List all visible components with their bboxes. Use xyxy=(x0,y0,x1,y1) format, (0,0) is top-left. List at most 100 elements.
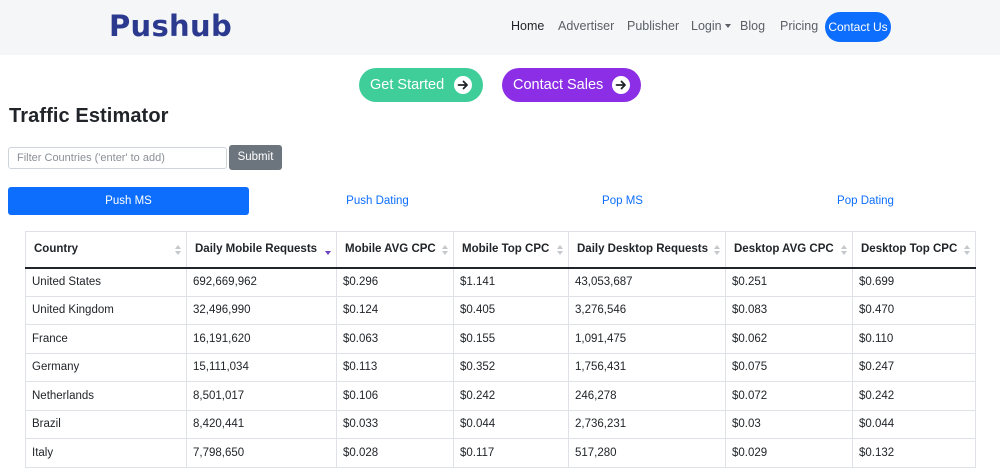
column-header-country[interactable]: Country xyxy=(25,231,187,269)
sort-icon xyxy=(964,245,970,255)
nav-item-publisher[interactable]: Publisher xyxy=(627,19,680,33)
cell-desktop-top-cpc: $0.242 xyxy=(852,381,976,411)
nav-item-pricing[interactable]: Pricing xyxy=(780,19,819,33)
cell-desktop-top-cpc: $0.132 xyxy=(852,438,976,468)
navbar: Pushub Home Advertiser Publisher Login B… xyxy=(0,0,1000,55)
cell-daily-desktop-requests: 246,278 xyxy=(568,381,726,411)
cell-desktop-top-cpc: $0.470 xyxy=(852,295,976,325)
cell-mobile-top-cpc: $0.155 xyxy=(453,324,569,354)
cell-daily-desktop-requests: 43,053,687 xyxy=(568,267,726,297)
column-header-label: Daily Mobile Requests xyxy=(195,243,318,256)
nav-item-home[interactable]: Home xyxy=(511,19,545,33)
cell-daily-desktop-requests: 3,276,546 xyxy=(568,295,726,325)
cell-daily-mobile-requests: 8,501,017 xyxy=(186,381,337,411)
get-started-label: Get Started xyxy=(370,77,445,93)
contact-sales-label: Contact Sales xyxy=(513,77,604,93)
cell-country: Netherlands xyxy=(25,381,187,411)
cell-country: United Kingdom xyxy=(25,295,187,325)
arrow-right-icon xyxy=(612,76,630,94)
submit-button[interactable]: Submit xyxy=(229,145,282,170)
cell-desktop-top-cpc: $0.247 xyxy=(852,352,976,382)
cell-mobile-top-cpc: $0.117 xyxy=(453,438,569,468)
table-row: France 16,191,620 $0.063 $0.155 1,091,47… xyxy=(25,324,976,354)
column-header-mobile-avg-cpc[interactable]: Mobile AVG CPC xyxy=(336,231,454,269)
table-row: United Kingdom 32,496,990 $0.124 $0.405 … xyxy=(25,295,976,325)
column-header-label: Desktop AVG CPC xyxy=(734,243,834,256)
cell-mobile-top-cpc: $0.352 xyxy=(453,352,569,382)
cell-daily-mobile-requests: 15,111,034 xyxy=(186,352,337,382)
cell-daily-mobile-requests: 32,496,990 xyxy=(186,295,337,325)
brand-logo[interactable]: Pushub xyxy=(109,9,233,43)
table-row: United States 692,669,962 $0.296 $1.141 … xyxy=(25,267,976,297)
cell-desktop-avg-cpc: $0.083 xyxy=(725,295,853,325)
column-header-desktop-top-cpc[interactable]: Desktop Top CPC xyxy=(852,231,976,269)
sort-icon xyxy=(557,245,563,255)
cell-daily-desktop-requests: 1,756,431 xyxy=(568,352,726,382)
tab-push-ms[interactable]: Push MS xyxy=(8,187,249,215)
column-header-label: Mobile AVG CPC xyxy=(345,243,436,256)
cell-mobile-top-cpc: $1.141 xyxy=(453,267,569,297)
table-row: Brazil 8,420,441 $0.033 $0.044 2,736,231… xyxy=(25,409,976,439)
cell-mobile-avg-cpc: $0.106 xyxy=(336,381,454,411)
contact-us-button[interactable]: Contact Us xyxy=(825,12,891,42)
tab-pop-dating[interactable]: Pop Dating xyxy=(837,195,894,207)
cell-desktop-top-cpc: $0.044 xyxy=(852,409,976,439)
get-started-button[interactable]: Get Started xyxy=(359,68,483,102)
sort-icon xyxy=(714,245,720,255)
cell-daily-mobile-requests: 692,669,962 xyxy=(186,267,337,297)
cell-desktop-top-cpc: $0.110 xyxy=(852,324,976,354)
sort-icon xyxy=(841,245,847,255)
column-header-label: Desktop Top CPC xyxy=(861,243,958,256)
chevron-down-icon xyxy=(724,24,731,28)
table-header-row: Country Daily Mobile Requests Mobile AVG… xyxy=(25,231,976,269)
contact-sales-button[interactable]: Contact Sales xyxy=(502,68,641,102)
cell-mobile-avg-cpc: $0.063 xyxy=(336,324,454,354)
column-header-daily-mobile-requests[interactable]: Daily Mobile Requests xyxy=(186,231,337,269)
column-header-desktop-avg-cpc[interactable]: Desktop AVG CPC xyxy=(725,231,853,269)
cell-mobile-top-cpc: $0.405 xyxy=(453,295,569,325)
column-header-daily-desktop-requests[interactable]: Daily Desktop Requests xyxy=(568,231,726,269)
sort-descending-icon xyxy=(325,251,331,255)
table-row: Germany 15,111,034 $0.113 $0.352 1,756,4… xyxy=(25,352,976,382)
cell-mobile-top-cpc: $0.044 xyxy=(453,409,569,439)
cell-country: Germany xyxy=(25,352,187,382)
cell-desktop-avg-cpc: $0.03 xyxy=(725,409,853,439)
arrow-right-icon xyxy=(454,76,472,94)
column-header-label: Daily Desktop Requests xyxy=(577,243,709,256)
filter-countries-input[interactable] xyxy=(8,147,227,169)
cell-country: Brazil xyxy=(25,409,187,439)
cell-daily-mobile-requests: 16,191,620 xyxy=(186,324,337,354)
cell-daily-desktop-requests: 2,736,231 xyxy=(568,409,726,439)
tab-push-dating[interactable]: Push Dating xyxy=(346,195,409,207)
nav-item-login-label: Login xyxy=(691,19,722,33)
cell-daily-desktop-requests: 1,091,475 xyxy=(568,324,726,354)
nav-item-blog[interactable]: Blog xyxy=(740,19,766,33)
cell-country: United States xyxy=(25,267,187,297)
traffic-table: Country Daily Mobile Requests Mobile AVG… xyxy=(25,231,976,468)
cell-desktop-avg-cpc: $0.072 xyxy=(725,381,853,411)
sort-icon xyxy=(175,245,181,255)
column-header-label: Mobile Top CPC xyxy=(462,243,550,256)
table-row: Italy 7,798,650 $0.028 $0.117 517,280 $0… xyxy=(25,438,976,468)
cell-desktop-avg-cpc: $0.062 xyxy=(725,324,853,354)
nav-item-login[interactable]: Login xyxy=(691,19,731,33)
cell-daily-mobile-requests: 7,798,650 xyxy=(186,438,337,468)
cell-country: Italy xyxy=(25,438,187,468)
cell-desktop-avg-cpc: $0.251 xyxy=(725,267,853,297)
nav-item-advertiser[interactable]: Advertiser xyxy=(558,19,615,33)
tab-pop-ms[interactable]: Pop MS xyxy=(602,195,643,207)
cell-mobile-avg-cpc: $0.124 xyxy=(336,295,454,325)
cell-daily-desktop-requests: 517,280 xyxy=(568,438,726,468)
cell-desktop-top-cpc: $0.699 xyxy=(852,267,976,297)
cell-mobile-avg-cpc: $0.033 xyxy=(336,409,454,439)
column-header-mobile-top-cpc[interactable]: Mobile Top CPC xyxy=(453,231,569,269)
page-title: Traffic Estimator xyxy=(9,105,169,127)
cell-desktop-avg-cpc: $0.075 xyxy=(725,352,853,382)
cell-daily-mobile-requests: 8,420,441 xyxy=(186,409,337,439)
cell-desktop-avg-cpc: $0.029 xyxy=(725,438,853,468)
cell-mobile-avg-cpc: $0.113 xyxy=(336,352,454,382)
sort-icon xyxy=(442,245,448,255)
cell-country: France xyxy=(25,324,187,354)
table-row: Netherlands 8,501,017 $0.106 $0.242 246,… xyxy=(25,381,976,411)
cell-mobile-avg-cpc: $0.028 xyxy=(336,438,454,468)
